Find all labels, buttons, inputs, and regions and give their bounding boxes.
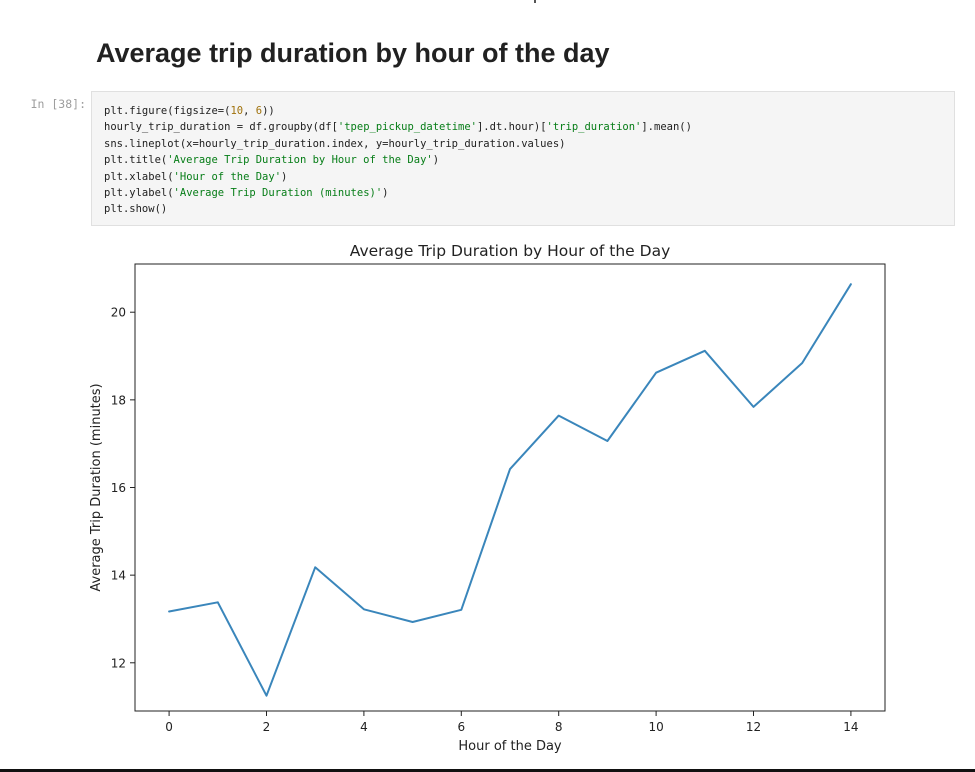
code-line: plt.xlabel('Hour of the Day') bbox=[104, 170, 288, 183]
x-tick-label: 8 bbox=[555, 720, 563, 734]
x-tick-label: 2 bbox=[263, 720, 271, 734]
x-tick-label: 14 bbox=[843, 720, 858, 734]
scroll-indicator bbox=[534, 0, 536, 3]
y-tick-label: 12 bbox=[111, 656, 126, 670]
y-axis-label: Average Trip Duration (minutes) bbox=[89, 383, 104, 591]
code-line: plt.show() bbox=[104, 203, 168, 216]
x-axis-ticks: 0 2 4 6 8 10 12 14 bbox=[165, 711, 859, 734]
code-line: hourly_trip_duration = df.groupby(df['tp… bbox=[104, 121, 692, 134]
code-line: plt.ylabel('Average Trip Duration (minut… bbox=[104, 186, 389, 199]
y-tick-label: 18 bbox=[111, 393, 126, 407]
y-tick-label: 16 bbox=[111, 481, 126, 495]
cell-divider bbox=[0, 769, 975, 772]
code-cell-editor[interactable]: plt.figure(figsize=(10, 6)) hourly_trip_d… bbox=[91, 91, 955, 226]
output-line-chart: Average Trip Duration by Hour of the Day… bbox=[89, 242, 886, 754]
y-tick-label: 20 bbox=[111, 306, 126, 320]
x-tick-label: 0 bbox=[165, 720, 173, 734]
axes-frame bbox=[134, 263, 886, 712]
chart-title: Average Trip Duration by Hour of the Day bbox=[350, 242, 671, 260]
y-tick-label: 14 bbox=[111, 569, 126, 583]
x-tick-label: 10 bbox=[648, 720, 663, 734]
series-line bbox=[168, 283, 852, 697]
x-tick-label: 6 bbox=[457, 720, 465, 734]
x-tick-label: 4 bbox=[360, 720, 368, 734]
code-line: plt.title('Average Trip Duration by Hour… bbox=[104, 154, 440, 167]
x-axis-label: Hour of the Day bbox=[458, 739, 562, 754]
x-tick-label: 12 bbox=[746, 720, 761, 734]
code-block[interactable]: plt.figure(figsize=(10, 6)) hourly_trip_d… bbox=[104, 103, 692, 218]
series-lines bbox=[168, 283, 852, 697]
code-line: plt.figure(figsize=(10, 6)) bbox=[104, 105, 275, 117]
section-heading: Average trip duration by hour of the day bbox=[96, 38, 610, 68]
code-line: sns.lineplot(x=hourly_trip_duration.inde… bbox=[104, 137, 566, 150]
cell-prompt: In [38]: bbox=[30, 97, 86, 111]
y-axis-ticks: 12 14 16 18 20 bbox=[111, 306, 135, 670]
